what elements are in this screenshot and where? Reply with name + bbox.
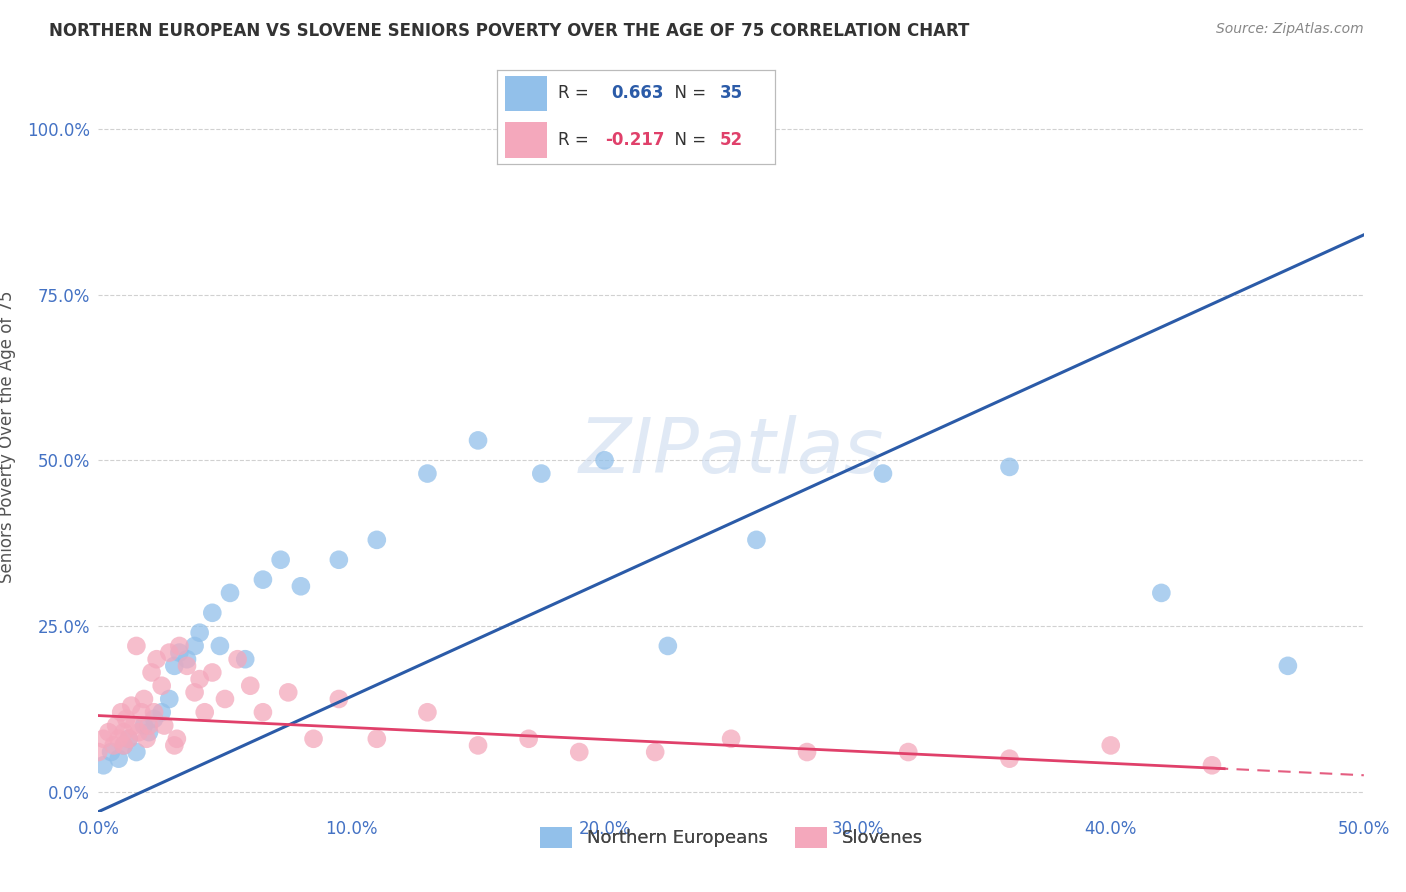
Point — [517, 731, 540, 746]
Point — [115, 712, 138, 726]
Point — [107, 752, 129, 766]
Point — [219, 586, 242, 600]
Point — [169, 646, 191, 660]
Point — [166, 731, 188, 746]
Text: ZIPatlas: ZIPatlas — [578, 415, 884, 489]
Point — [107, 731, 129, 746]
Point — [128, 725, 150, 739]
Point — [593, 453, 616, 467]
Point — [720, 731, 742, 746]
Y-axis label: Seniors Poverty Over the Age of 75: Seniors Poverty Over the Age of 75 — [0, 291, 15, 583]
Point — [153, 718, 176, 732]
Point — [1150, 586, 1173, 600]
Point — [141, 665, 163, 680]
Point — [657, 639, 679, 653]
Point — [112, 739, 135, 753]
Point — [467, 434, 489, 448]
Point — [194, 705, 217, 719]
Point — [163, 658, 186, 673]
Point — [233, 652, 256, 666]
Point — [143, 705, 166, 719]
Point — [157, 646, 180, 660]
Point — [183, 639, 205, 653]
Point — [118, 731, 141, 746]
Point — [252, 573, 274, 587]
Text: Source: ZipAtlas.com: Source: ZipAtlas.com — [1216, 22, 1364, 37]
Point — [366, 533, 388, 547]
Point — [1099, 739, 1122, 753]
Point — [150, 705, 173, 719]
Point — [176, 652, 198, 666]
Point — [239, 679, 262, 693]
Point — [467, 739, 489, 753]
Point — [252, 705, 274, 719]
Point — [277, 685, 299, 699]
Point — [93, 758, 115, 772]
Point — [93, 731, 115, 746]
Point — [530, 467, 553, 481]
Point — [169, 639, 191, 653]
Point — [157, 692, 180, 706]
Point — [176, 658, 198, 673]
Point — [105, 718, 128, 732]
Point — [145, 652, 167, 666]
Point — [120, 698, 142, 713]
Point — [998, 752, 1021, 766]
Point — [1277, 658, 1299, 673]
Point — [100, 745, 122, 759]
Point — [201, 606, 224, 620]
Point — [131, 705, 153, 719]
Point — [87, 745, 110, 759]
Point — [568, 745, 591, 759]
Point — [226, 652, 249, 666]
Point — [97, 725, 120, 739]
Point — [138, 718, 160, 732]
Text: NORTHERN EUROPEAN VS SLOVENE SENIORS POVERTY OVER THE AGE OF 75 CORRELATION CHAR: NORTHERN EUROPEAN VS SLOVENE SENIORS POV… — [49, 22, 970, 40]
Point — [110, 705, 132, 719]
Point — [366, 731, 388, 746]
Point — [998, 459, 1021, 474]
Point — [122, 718, 145, 732]
Point — [302, 731, 325, 746]
Point — [132, 692, 155, 706]
Point — [416, 467, 439, 481]
Point — [328, 692, 350, 706]
Point — [270, 553, 292, 567]
Point — [1201, 758, 1223, 772]
Point — [112, 739, 135, 753]
Legend: Northern Europeans, Slovenes: Northern Europeans, Slovenes — [533, 820, 929, 855]
Point — [150, 679, 173, 693]
Point — [208, 639, 231, 653]
Point — [328, 553, 350, 567]
Point — [188, 625, 211, 640]
Point — [112, 725, 135, 739]
Point — [745, 533, 768, 547]
Point — [138, 725, 160, 739]
Point — [103, 739, 125, 753]
Point — [118, 731, 141, 746]
Point — [143, 712, 166, 726]
Point — [872, 467, 894, 481]
Point — [135, 731, 157, 746]
Point — [132, 718, 155, 732]
Point — [183, 685, 205, 699]
Point — [290, 579, 312, 593]
Point — [125, 745, 148, 759]
Point — [125, 639, 148, 653]
Point — [201, 665, 224, 680]
Point — [644, 745, 666, 759]
Point — [214, 692, 236, 706]
Point — [796, 745, 818, 759]
Point — [188, 672, 211, 686]
Point — [897, 745, 920, 759]
Point — [163, 739, 186, 753]
Point — [416, 705, 439, 719]
